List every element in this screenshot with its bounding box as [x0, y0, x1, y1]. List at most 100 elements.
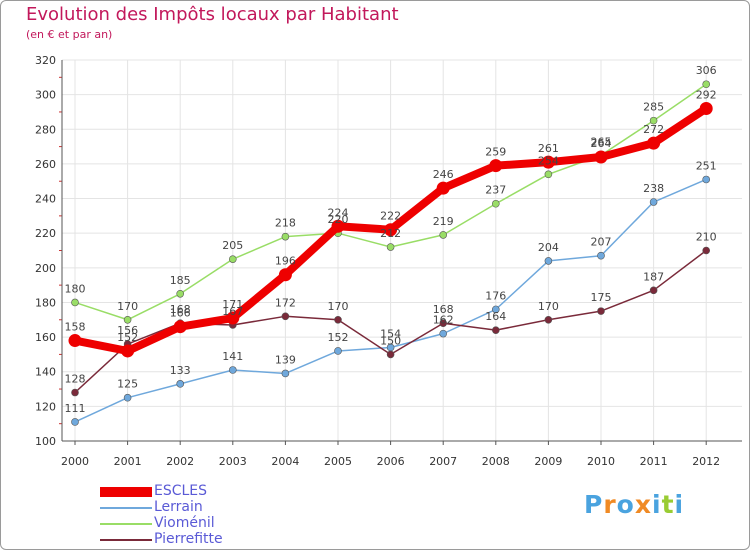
chart-title: Evolution des Impôts locaux par Habitant: [26, 4, 399, 25]
data-point-vioménil: [71, 298, 79, 307]
x-tick-label: 2006: [377, 455, 405, 468]
legend-swatch-viomenil: [100, 523, 152, 525]
data-point-vioménil: [544, 170, 553, 179]
data-label-lerrain: 111: [65, 402, 86, 415]
legend: ESCLES Lerrain Vioménil Pierrefitte: [100, 483, 320, 548]
logo-letter: P: [584, 490, 604, 519]
data-label-lerrain: 251: [696, 159, 717, 172]
data-label-pierrefitte: 172: [275, 296, 296, 309]
data-point-pierrefitte: [386, 350, 395, 359]
y-tick-label: 300: [35, 89, 56, 102]
logo-letter: i: [652, 490, 662, 519]
data-label-lerrain: 207: [591, 236, 612, 249]
data-label-pierrefitte: 187: [643, 270, 664, 283]
data-point-pierrefitte: [71, 388, 79, 397]
data-label-pierrefitte: 175: [591, 291, 612, 304]
legend-item-pierrefitte: Pierrefitte: [100, 531, 320, 548]
data-point-pierrefitte: [281, 312, 290, 321]
data-label-escles: 261: [538, 142, 559, 155]
data-point-vioménil: [491, 199, 500, 208]
data-label-escles: 259: [485, 146, 506, 159]
proxiti-logo: Proxiti: [584, 490, 684, 519]
data-point-pierrefitte: [334, 315, 342, 324]
data-label-pierrefitte: 210: [696, 231, 717, 244]
y-tick-label: 280: [35, 123, 56, 136]
data-point-pierrefitte: [649, 286, 658, 295]
legend-item-viomenil: Vioménil: [100, 515, 320, 532]
y-tick-label: 120: [35, 400, 56, 413]
y-tick-label: 100: [35, 435, 56, 448]
x-tick-label: 2008: [482, 455, 510, 468]
data-label-lerrain: 125: [117, 378, 138, 391]
y-tick-label: 240: [35, 193, 56, 206]
data-label-lerrain: 139: [275, 353, 296, 366]
data-point-lerrain: [123, 393, 132, 402]
x-tick-label: 2003: [219, 455, 247, 468]
data-label-escles: 222: [380, 210, 401, 223]
data-label-escles: 152: [117, 331, 138, 344]
data-point-pierrefitte: [597, 307, 605, 315]
data-point-pierrefitte: [491, 326, 500, 334]
x-tick-label: 2009: [534, 455, 562, 468]
x-tick-label: 2005: [324, 455, 352, 468]
data-label-lerrain: 162: [433, 314, 454, 327]
data-label-pierrefitte: 168: [433, 303, 454, 316]
data-label-escles: 246: [433, 168, 454, 181]
x-tick-label: 2007: [429, 455, 457, 468]
data-label-escles: 196: [275, 255, 296, 268]
data-label-lerrain: 176: [485, 289, 506, 302]
data-label-vioménil: 306: [696, 64, 717, 77]
data-point-escles: [594, 150, 608, 164]
data-point-pierrefitte: [544, 315, 553, 324]
data-label-pierrefitte: 156: [117, 324, 138, 337]
logo-letter: r: [603, 490, 617, 519]
data-label-vioménil: 220: [328, 213, 349, 226]
data-point-vioménil: [386, 243, 395, 251]
data-label-escles: 166: [170, 307, 191, 320]
data-label-pierrefitte: 170: [538, 300, 559, 313]
legend-label-viomenil: Vioménil: [154, 515, 215, 531]
data-point-escles: [226, 311, 240, 325]
data-label-escles: 264: [591, 137, 612, 150]
data-point-pierrefitte: [439, 319, 448, 328]
data-point-escles: [384, 223, 398, 237]
y-tick-label: 260: [35, 158, 56, 171]
data-point-vioménil: [702, 80, 711, 89]
data-label-lerrain: 154: [380, 327, 401, 340]
data-point-vioménil: [649, 116, 658, 125]
data-point-lerrain: [229, 366, 237, 374]
x-tick-label: 2002: [166, 455, 194, 468]
data-label-lerrain: 204: [538, 241, 559, 254]
data-point-vioménil: [229, 255, 237, 263]
data-label-lerrain: 141: [222, 350, 243, 363]
data-label-vioménil: 254: [538, 154, 559, 167]
y-tick-label: 160: [35, 331, 56, 344]
data-point-escles: [489, 159, 503, 173]
data-label-escles: 158: [65, 321, 86, 334]
y-tick-label: 320: [35, 54, 56, 67]
data-point-lerrain: [439, 329, 448, 338]
data-point-escles: [278, 268, 292, 282]
logo-letter: i: [674, 490, 685, 519]
data-point-escles: [436, 181, 450, 195]
data-label-vioménil: 180: [65, 282, 86, 295]
x-tick-label: 2004: [271, 455, 299, 468]
data-point-lerrain: [176, 380, 184, 388]
data-label-vioménil: 185: [170, 274, 191, 287]
x-tick-label: 2000: [61, 455, 89, 468]
x-tick-label: 2011: [640, 455, 668, 468]
data-label-lerrain: 238: [643, 182, 664, 195]
data-label-vioménil: 170: [117, 300, 138, 313]
data-label-vioménil: 205: [222, 239, 243, 252]
y-tick-label: 220: [35, 227, 56, 240]
data-label-escles: 224: [328, 206, 349, 219]
data-label-escles: 171: [222, 298, 243, 311]
data-point-escles: [647, 136, 661, 150]
data-label-vioménil: 218: [275, 217, 296, 230]
legend-label-escles: ESCLES: [154, 483, 208, 499]
data-label-lerrain: 133: [170, 364, 191, 377]
y-tick-label: 200: [35, 262, 56, 275]
logo-letter: o: [616, 490, 635, 519]
data-point-escles: [541, 155, 555, 169]
data-point-escles: [121, 344, 135, 358]
